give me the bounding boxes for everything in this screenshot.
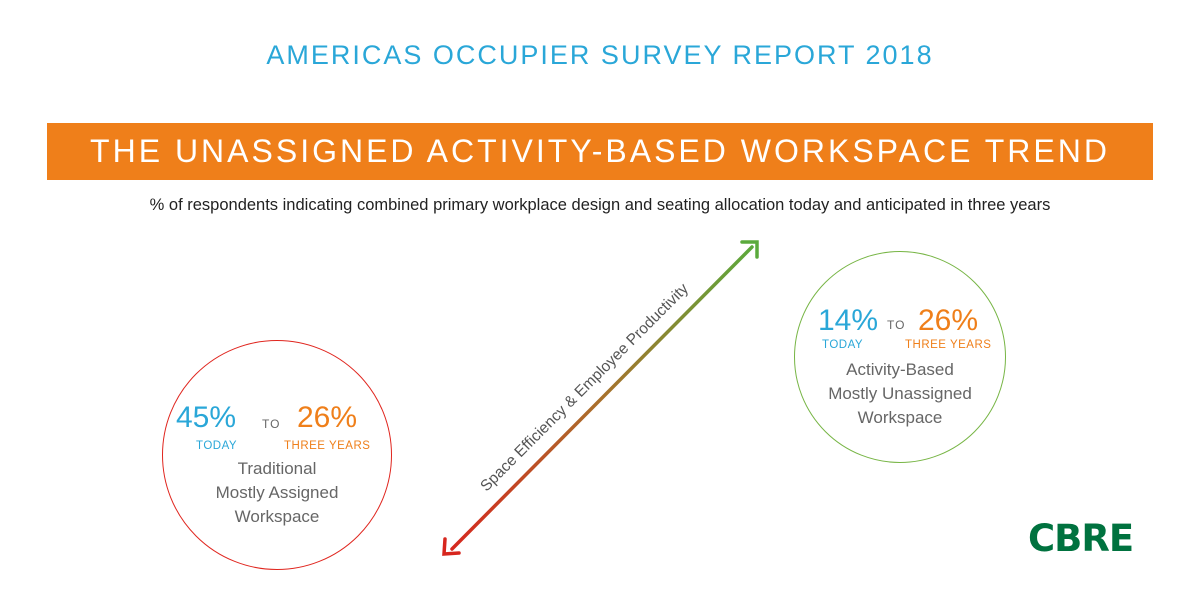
activity-three-years-value: 26% — [918, 304, 979, 337]
report-title: AMERICAS OCCUPIER SURVEY REPORT 2018 — [266, 40, 934, 70]
activity-three-years-label: THREE YEARS — [905, 339, 992, 351]
arrow-shaft — [450, 245, 754, 551]
traditional-today-value: 45% — [176, 401, 237, 434]
traditional-today-label: TODAY — [196, 440, 238, 452]
traditional-to-word: TO — [262, 417, 281, 431]
survey-subtitle: % of respondents indicating combined pri… — [149, 196, 1051, 214]
traditional-circle — [162, 340, 392, 570]
activity-description: Activity-Based Mostly Unassigned Workspa… — [794, 358, 1006, 430]
arrow-head-down-left — [442, 537, 461, 556]
traditional-three-years-value: 26% — [297, 401, 358, 434]
arrow-head-up-right — [740, 240, 759, 259]
traditional-three-years-label: THREE YEARS — [284, 440, 371, 452]
activity-today-value: 14% — [818, 304, 879, 337]
banner-title: THE UNASSIGNED ACTIVITY-BASED WORKSPACE … — [90, 133, 1110, 169]
traditional-desc-line1: Traditional — [237, 459, 317, 478]
activity-desc-line3: Workspace — [857, 408, 943, 427]
trend-banner: THE UNASSIGNED ACTIVITY-BASED WORKSPACE … — [47, 123, 1153, 180]
traditional-desc-line3: Workspace — [234, 507, 320, 526]
activity-based-circle — [794, 251, 1006, 463]
traditional-description: Traditional Mostly Assigned Workspace — [162, 457, 392, 529]
traditional-desc-line2: Mostly Assigned — [215, 483, 339, 502]
activity-desc-line2: Mostly Unassigned — [828, 384, 972, 403]
activity-desc-line1: Activity-Based — [846, 360, 954, 379]
activity-today-label: TODAY — [822, 339, 864, 351]
activity-to-word: TO — [887, 318, 906, 332]
cbre-logo: CBRE — [1028, 517, 1134, 560]
